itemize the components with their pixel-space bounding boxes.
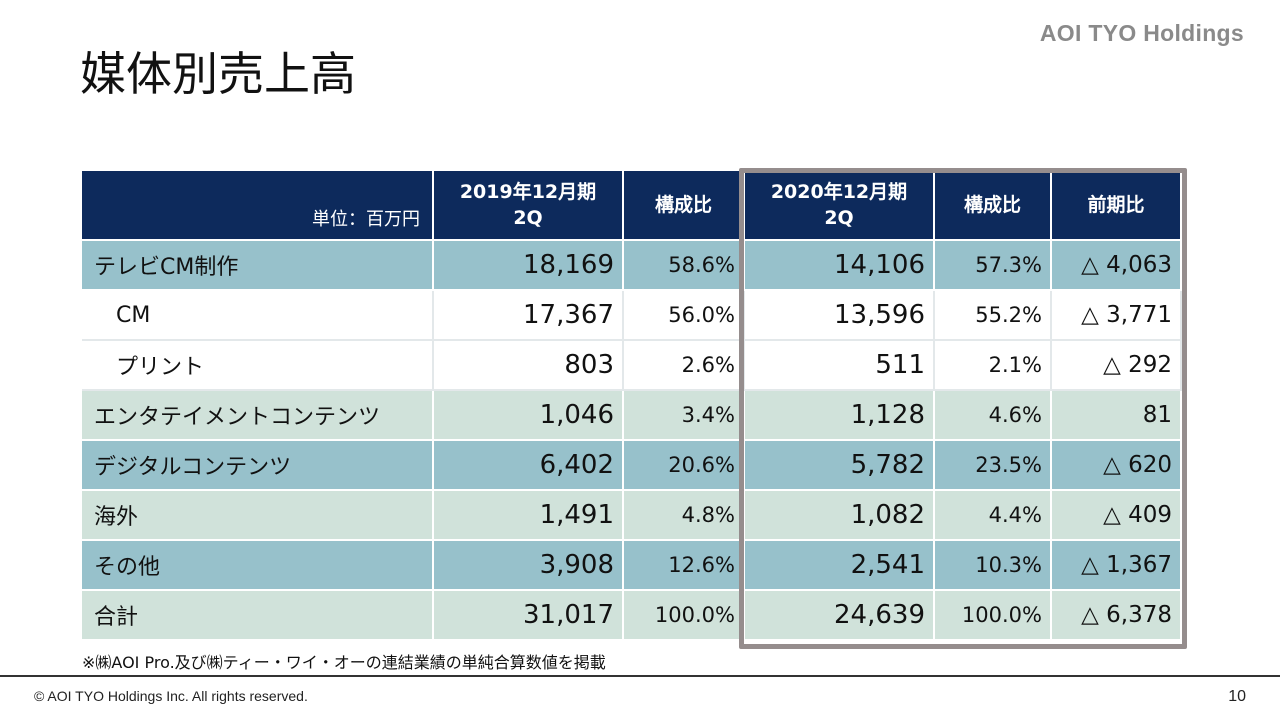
- copyright: © AOI TYO Holdings Inc. All rights reser…: [34, 688, 308, 704]
- table-row: CM 17,367 56.0% 13,596 55.2% △ 3,771: [82, 290, 1182, 341]
- value-2019: 803: [433, 340, 624, 391]
- value-2019: 1,491: [433, 490, 624, 541]
- value-2020: 24,639: [744, 589, 935, 641]
- ratio-2020: 4.4%: [934, 490, 1052, 541]
- value-2020: 511: [744, 340, 935, 391]
- row-label: プリント: [82, 340, 434, 391]
- header-2019-period: 2019年12月期 2Q: [433, 171, 624, 241]
- ratio-2020: 57.3%: [934, 240, 1052, 291]
- ratio-2020: 4.6%: [934, 390, 1052, 441]
- ratio-2019: 58.6%: [623, 240, 745, 291]
- header-2020-period-line2: 2Q: [824, 207, 854, 229]
- yoy-diff: △ 4,063: [1051, 240, 1182, 291]
- ratio-2019: 100.0%: [623, 589, 745, 641]
- footer-divider: [0, 675, 1280, 677]
- table-row: エンタテイメントコンテンツ 1,046 3.4% 1,128 4.6% 81: [82, 390, 1182, 441]
- sales-by-media-table: 単位：百万円 2019年12月期 2Q 構成比 2020年12月期 2Q 構成比…: [82, 171, 1182, 641]
- row-label: デジタルコンテンツ: [82, 440, 434, 491]
- table-header-row: 単位：百万円 2019年12月期 2Q 構成比 2020年12月期 2Q 構成比…: [82, 171, 1182, 241]
- row-label: CM: [82, 290, 434, 341]
- table-row: 海外 1,491 4.8% 1,082 4.4% △ 409: [82, 490, 1182, 541]
- yoy-diff: △ 292: [1051, 340, 1182, 391]
- ratio-2020: 55.2%: [934, 290, 1052, 341]
- table-total-row: 合計 31,017 100.0% 24,639 100.0% △ 6,378: [82, 589, 1182, 641]
- row-label: エンタテイメントコンテンツ: [82, 390, 434, 441]
- ratio-2019: 56.0%: [623, 290, 745, 341]
- row-label: 海外: [82, 490, 434, 541]
- value-2020: 1,128: [744, 390, 935, 441]
- ratio-2019: 3.4%: [623, 390, 745, 441]
- ratio-2019: 12.6%: [623, 540, 745, 591]
- ratio-2019: 20.6%: [623, 440, 745, 491]
- page-title: 媒体別売上高: [80, 47, 356, 101]
- ratio-2020: 10.3%: [934, 540, 1052, 591]
- ratio-2019: 4.8%: [623, 490, 745, 541]
- value-2020: 13,596: [744, 290, 935, 341]
- table-row: プリント 803 2.6% 511 2.1% △ 292: [82, 340, 1182, 391]
- yoy-diff: △ 3,771: [1051, 290, 1182, 341]
- value-2020: 5,782: [744, 440, 935, 491]
- header-2019-ratio: 構成比: [623, 171, 745, 241]
- value-2020: 2,541: [744, 540, 935, 591]
- header-2019-period-line2: 2Q: [513, 207, 543, 229]
- yoy-diff: △ 1,367: [1051, 540, 1182, 591]
- yoy-diff: △ 620: [1051, 440, 1182, 491]
- header-2020-period-line1: 2020年12月期: [770, 181, 908, 203]
- value-2019: 17,367: [433, 290, 624, 341]
- ratio-2020: 2.1%: [934, 340, 1052, 391]
- value-2020: 1,082: [744, 490, 935, 541]
- value-2019: 31,017: [433, 589, 624, 641]
- page-number: 10: [1228, 688, 1246, 705]
- table-row: その他 3,908 12.6% 2,541 10.3% △ 1,367: [82, 540, 1182, 591]
- ratio-2019: 2.6%: [623, 340, 745, 391]
- unit-label: 単位：百万円: [82, 171, 434, 241]
- yoy-diff: 81: [1051, 390, 1182, 441]
- brand-logo: AOI TYO Holdings: [1039, 20, 1244, 46]
- footnote: ※㈱AOI Pro.及び㈱ティー・ワイ・オーの連結業績の単純合算数値を掲載: [82, 653, 606, 672]
- header-yoy: 前期比: [1051, 171, 1182, 241]
- ratio-2020: 100.0%: [934, 589, 1052, 641]
- yoy-diff: △ 409: [1051, 490, 1182, 541]
- row-label: テレビCM制作: [82, 240, 434, 291]
- value-2019: 1,046: [433, 390, 624, 441]
- row-label: 合計: [82, 589, 434, 641]
- table-row: デジタルコンテンツ 6,402 20.6% 5,782 23.5% △ 620: [82, 440, 1182, 491]
- header-2019-period-line1: 2019年12月期: [459, 181, 597, 203]
- row-label: その他: [82, 540, 434, 591]
- ratio-2020: 23.5%: [934, 440, 1052, 491]
- value-2020: 14,106: [744, 240, 935, 291]
- table-row: テレビCM制作 18,169 58.6% 14,106 57.3% △ 4,06…: [82, 240, 1182, 291]
- header-2020-period: 2020年12月期 2Q: [744, 171, 935, 241]
- yoy-diff: △ 6,378: [1051, 589, 1182, 641]
- value-2019: 3,908: [433, 540, 624, 591]
- header-2020-ratio: 構成比: [934, 171, 1052, 241]
- value-2019: 18,169: [433, 240, 624, 291]
- value-2019: 6,402: [433, 440, 624, 491]
